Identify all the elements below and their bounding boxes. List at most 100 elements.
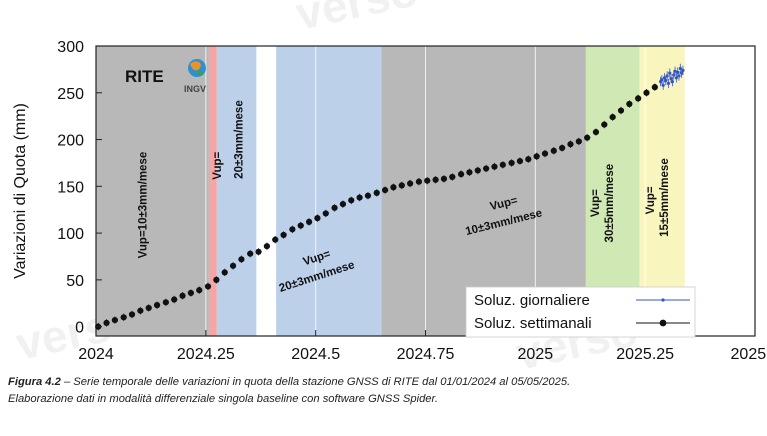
weekly-point <box>424 177 431 184</box>
legend-marker-daily <box>661 298 665 302</box>
daily-point <box>669 77 673 81</box>
weekly-point <box>516 157 524 165</box>
daily-point <box>664 79 668 83</box>
legend-label-weekly: Soluz. settimanali <box>474 315 592 332</box>
weekly-point <box>339 200 347 208</box>
weekly-point <box>449 173 456 181</box>
station-label: RITE <box>125 67 164 86</box>
weekly-point <box>111 316 118 324</box>
daily-point <box>674 76 678 80</box>
daily-point <box>666 81 671 86</box>
figure-label: Figura 4.2 <box>8 376 61 388</box>
weekly-point <box>592 128 600 136</box>
weekly-point <box>331 204 338 211</box>
weekly-point <box>171 296 178 303</box>
weekly-point <box>364 192 372 199</box>
velocity-annotation: 15±5mm/mese <box>659 158 671 237</box>
legend-box <box>465 286 696 338</box>
legend-label-daily: Soluz. giornaliere <box>474 292 590 309</box>
weekly-point <box>238 256 245 263</box>
weekly-point <box>145 304 152 312</box>
daily-point <box>665 74 669 78</box>
globe-icon <box>188 59 206 77</box>
svg-text:verso: verso <box>291 0 422 40</box>
weekly-point <box>651 84 658 91</box>
weekly-point <box>314 215 321 222</box>
weekly-point <box>525 156 532 163</box>
daily-point <box>660 78 664 82</box>
x-tick-label: 2024.5 <box>291 346 340 363</box>
weekly-point <box>601 121 608 128</box>
weekly-point <box>162 299 169 306</box>
weekly-point <box>373 189 380 196</box>
weekly-point <box>289 226 296 233</box>
weekly-point <box>356 194 363 201</box>
legend-marker-weekly <box>659 319 667 327</box>
caption-line-1: – Serie temporale delle variazioni in qu… <box>60 376 571 388</box>
y-tick-label: 0 <box>75 320 84 337</box>
y-tick-label: 50 <box>66 273 84 290</box>
weekly-point <box>584 134 591 141</box>
velocity-annotation: Vup= <box>212 151 224 179</box>
weekly-point <box>508 159 515 167</box>
weekly-point <box>381 186 389 194</box>
weekly-point <box>541 150 549 157</box>
weekly-point <box>187 289 194 297</box>
caption-line-2: Elaborazione dati in modalità differenzi… <box>8 393 438 405</box>
velocity-annotation: Vup= <box>645 186 657 214</box>
axes: 2024 2024.25 2024.5 2024.75 2025 2025.25 2025.… <box>57 39 767 363</box>
x-tick-label: 2025 <box>518 346 554 363</box>
weekly-point <box>213 276 220 283</box>
weekly-point <box>255 248 262 255</box>
weekly-point <box>432 176 439 183</box>
daily-point <box>670 79 675 84</box>
weekly-point <box>643 89 650 96</box>
daily-point <box>680 71 684 75</box>
weekly-point <box>221 269 228 276</box>
daily-point <box>677 74 681 78</box>
daily-point <box>668 71 672 75</box>
x-tick-label: 2024 <box>78 346 114 363</box>
weekly-point <box>322 210 329 217</box>
velocity-band <box>208 46 217 336</box>
velocity-band <box>276 46 382 336</box>
daily-point <box>662 76 667 80</box>
weekly-point <box>617 107 625 114</box>
weekly-point <box>474 167 481 174</box>
data-series <box>95 63 685 331</box>
x-tick-label: 2024.75 <box>397 346 455 363</box>
weekly-point <box>247 250 254 257</box>
daily-point <box>678 66 682 71</box>
weekly-point <box>196 287 203 294</box>
velocity-band <box>96 46 209 336</box>
weekly-point <box>457 171 465 178</box>
weekly-point <box>635 95 642 102</box>
figure-caption: Figura 4.2 – Serie temporale delle varia… <box>8 374 760 408</box>
weekly-point <box>272 236 279 243</box>
weekly-point <box>609 113 616 121</box>
weekly-point <box>103 319 110 327</box>
legend: Soluz. giornaliere Soluz. settimanali <box>465 286 696 338</box>
velocity-annotation: Vup=10±3mm/mese <box>138 152 150 259</box>
y-tick-label: 100 <box>57 226 84 243</box>
weekly-point <box>415 178 423 185</box>
weekly-point <box>305 218 313 225</box>
daily-point <box>681 68 685 72</box>
velocity-band <box>216 46 257 336</box>
daily-point <box>672 73 676 77</box>
weekly-point <box>533 153 540 160</box>
weekly-point <box>120 314 127 321</box>
weekly-point <box>263 243 271 250</box>
y-tick-label: 300 <box>57 39 84 56</box>
x-tick-label: 2024.25 <box>177 346 235 363</box>
weekly-point <box>466 169 473 176</box>
y-tick-label: 250 <box>57 86 84 103</box>
weekly-point <box>229 262 237 269</box>
weekly-point <box>499 161 506 168</box>
weekly-point <box>179 292 186 299</box>
weekly-point <box>348 197 355 204</box>
weekly-point <box>398 182 405 189</box>
velocity-annotation: 30±5mm/mese <box>604 164 616 243</box>
x-tick-label: 2025.25 <box>616 346 674 363</box>
time-series-chart: verso vers verso Vup=10±3mm/mese Vup= 20±3… <box>11 0 767 372</box>
